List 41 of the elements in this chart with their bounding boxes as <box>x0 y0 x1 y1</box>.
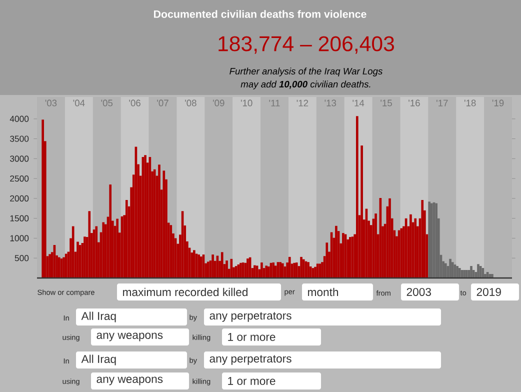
x-tick-label: '19 <box>492 100 504 106</box>
text: 1 or more <box>228 377 276 385</box>
text: any perpetrators <box>210 312 292 322</box>
text: Further analysis of the Iraq War Logs <box>230 68 382 76</box>
x-tick-label: '04 <box>73 100 85 106</box>
x-tick-label: '06 <box>129 100 140 106</box>
text: 2003 <box>406 288 431 296</box>
y-tick-label: 1000 <box>10 235 29 242</box>
text: All Iraq <box>81 312 116 322</box>
x-tick-label: '08 <box>185 100 196 106</box>
y-tick-label: 4000 <box>10 116 29 122</box>
y-tick-label: 2000 <box>10 195 29 202</box>
x-tick-label: '15 <box>380 100 392 106</box>
text: maximum recorded killed <box>123 288 248 296</box>
text: 1 or more <box>228 333 276 341</box>
chart-subtitle: 183,774 – 206,403 <box>218 36 394 54</box>
y-tick-label: 2500 <box>10 175 29 182</box>
text: All Iraq <box>81 354 116 366</box>
x-tick-label: '12 <box>296 100 308 106</box>
x-tick-label: '14 <box>352 100 364 106</box>
x-tick-label: '03 <box>45 100 57 106</box>
x-tick-label: '13 <box>324 100 336 106</box>
text: any weapons <box>96 332 163 342</box>
text: any weapons <box>96 376 163 386</box>
y-tick-label: 1500 <box>10 215 29 222</box>
x-tick-label: '07 <box>157 100 168 106</box>
x-tick-label: '11 <box>269 100 280 106</box>
x-tick-label: '05 <box>101 100 113 106</box>
x-tick-label: '16 <box>408 100 420 106</box>
x-tick-label: '17 <box>436 100 448 106</box>
chart-title: Documented civilian deaths from violence <box>154 10 366 18</box>
x-tick-label: '18 <box>464 100 476 106</box>
text: may add 10,000 civilian deaths. <box>240 80 370 90</box>
x-tick-label: '09 <box>213 100 224 106</box>
y-tick-label: 3500 <box>10 136 29 142</box>
text: 2019 <box>476 288 501 296</box>
text: any perpetrators <box>210 355 292 365</box>
y-tick-label: 500 <box>14 255 29 262</box>
x-tick-label: '10 <box>240 100 252 106</box>
text: month <box>308 288 338 296</box>
y-tick-label: 3000 <box>10 156 29 162</box>
